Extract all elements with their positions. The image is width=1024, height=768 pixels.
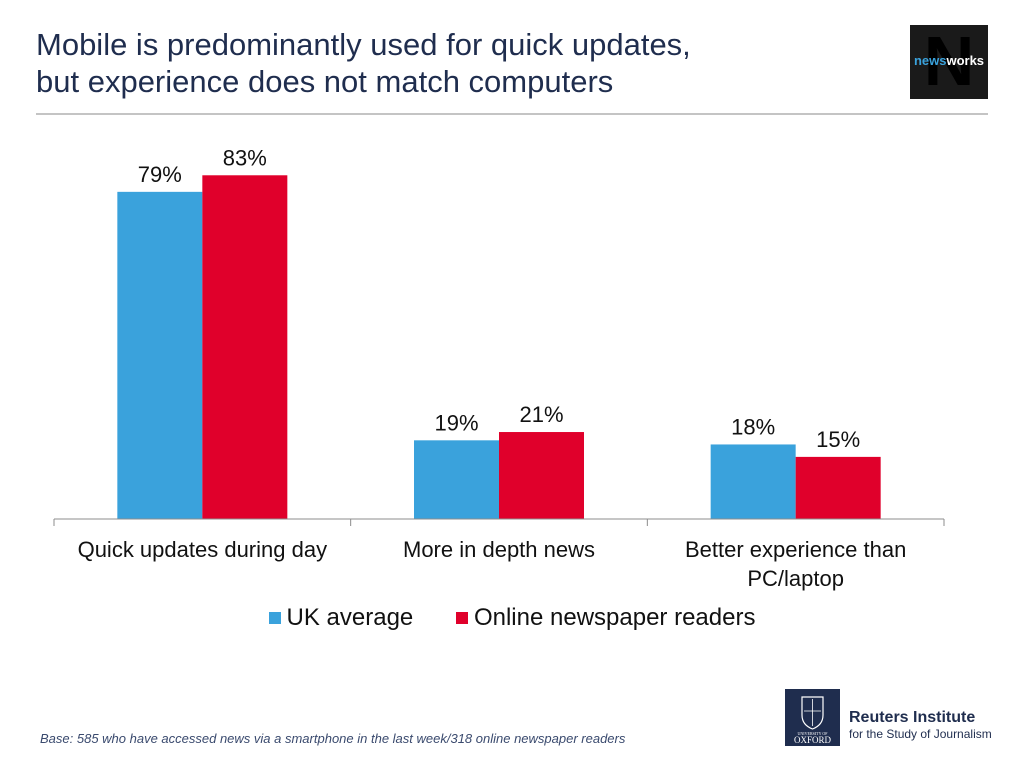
bar-online-newspaper-readers-3	[795, 456, 881, 519]
bar-uk-average-2	[414, 440, 499, 519]
newsworks-suffix: works	[945, 53, 984, 68]
category-label-3: Better experience than PC/laptop	[685, 537, 906, 591]
value-label-online-newspaper-readers-3: 15%	[816, 427, 860, 452]
oxford-logo: UNIVERSITY OF OXFORD	[785, 689, 840, 746]
category-label-1: Quick updates during day	[78, 537, 328, 562]
bar-online-newspaper-readers-1	[202, 175, 288, 519]
x-axis	[53, 518, 945, 526]
legend-item-online-newspaper-readers: Online newspaper readers	[455, 604, 756, 632]
bar-chart: 79% 83% 19% 21% 18% 15% Quick updates during …	[53, 145, 945, 591]
value-labels-group: 79% 83% 19% 21% 18% 15%	[138, 145, 860, 452]
legend-swatch-online-newspaper-readers	[455, 612, 468, 624]
title-divider	[36, 113, 988, 115]
reuters-name: Reuters Institute	[849, 709, 976, 726]
value-label-uk-average-1: 79%	[138, 162, 182, 187]
category-labels-group: Quick updates during day More in depth ne…	[78, 537, 907, 591]
footnote: Base: 585 who have accessed news via a s…	[40, 731, 626, 746]
oxford-top-text: UNIVERSITY OF	[798, 731, 829, 736]
value-label-uk-average-3: 18%	[731, 414, 775, 439]
value-label-online-newspaper-readers-2: 21%	[519, 402, 563, 427]
svg-text:newsworks: newsworks	[914, 53, 984, 68]
value-label-online-newspaper-readers-1: 83%	[223, 145, 267, 170]
legend-item-uk-average: UK average	[268, 604, 414, 632]
bar-uk-average-3	[710, 444, 796, 519]
legend-swatch-uk-average	[268, 612, 281, 624]
reuters-subtitle: for the Study of Journalism	[849, 727, 992, 741]
newsworks-prefix: news	[914, 53, 947, 68]
bar-uk-average-1	[117, 191, 203, 520]
chart-legend: UK average Online newspaper readers	[0, 603, 1024, 632]
newsworks-letter: N	[924, 25, 975, 99]
page-title: Mobile is predominantly used for quick u…	[36, 26, 856, 100]
newsworks-logo: N newsworks	[910, 25, 988, 99]
value-label-uk-average-2: 19%	[434, 410, 478, 435]
bars-group	[117, 175, 881, 520]
title-line-2: but experience does not match computers	[36, 64, 614, 99]
bar-online-newspaper-readers-2	[499, 432, 584, 519]
category-label-2: More in depth news	[403, 537, 595, 562]
reuters-institute-logo: Reuters Institute for the Study of Journ…	[849, 708, 992, 742]
legend-label-uk-average: UK average	[286, 604, 414, 631]
legend-label-online-newspaper-readers: Online newspaper readers	[473, 604, 756, 631]
oxford-bottom-text: OXFORD	[794, 735, 832, 745]
title-line-1: Mobile is predominantly used for quick u…	[36, 27, 691, 62]
